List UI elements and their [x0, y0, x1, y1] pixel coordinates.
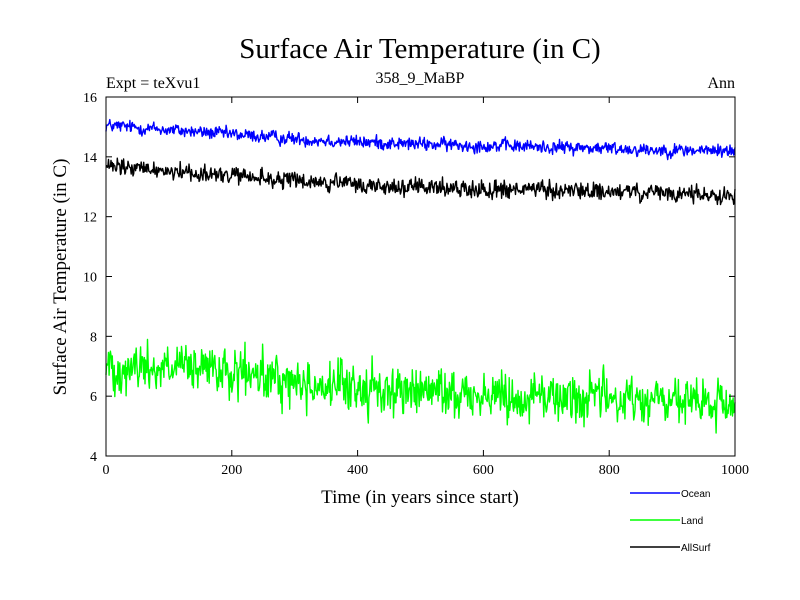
y-tick-label: 10 — [83, 271, 97, 286]
legend-label-allsurf: AllSurf — [681, 543, 711, 554]
subtitle-right: Ann — [707, 75, 735, 92]
y-tick-label: 8 — [90, 330, 97, 345]
series-line-land — [105, 338, 736, 434]
plot-frame — [105, 96, 736, 457]
y-tick-label: 4 — [90, 450, 97, 465]
subtitle-left: Expt = teXvu1 — [106, 75, 200, 92]
series-layer — [105, 118, 736, 434]
x-tick-label: 400 — [347, 463, 368, 478]
x-tick-label: 1000 — [721, 463, 749, 478]
x-tick-label: 600 — [473, 463, 494, 478]
legend-label-land: Land — [681, 516, 703, 527]
x-axis-label: Time (in years since start) — [321, 487, 519, 508]
subtitle-center: 358_9_MaBP — [376, 70, 465, 87]
y-tick-label: 12 — [83, 211, 97, 226]
y-tick-label: 6 — [90, 390, 97, 405]
y-axis-label: Surface Air Temperature (in C) — [50, 159, 71, 396]
x-tick-label: 200 — [221, 463, 242, 478]
y-tick-label: 14 — [83, 151, 97, 166]
series-line-allsurf — [105, 157, 736, 206]
legend: Ocean Land AllSurf — [630, 489, 711, 554]
y-tick-label: 16 — [83, 91, 97, 106]
x-tick-label: 0 — [103, 463, 110, 478]
chart-title: Surface Air Temperature (in C) — [239, 33, 600, 65]
x-tick-label: 800 — [599, 463, 620, 478]
series-line-ocean — [105, 118, 736, 161]
ticks-layer: 0 200 400 600 800 1000 4 6 8 10 12 14 16 — [83, 91, 749, 478]
legend-label-ocean: Ocean — [681, 489, 710, 500]
